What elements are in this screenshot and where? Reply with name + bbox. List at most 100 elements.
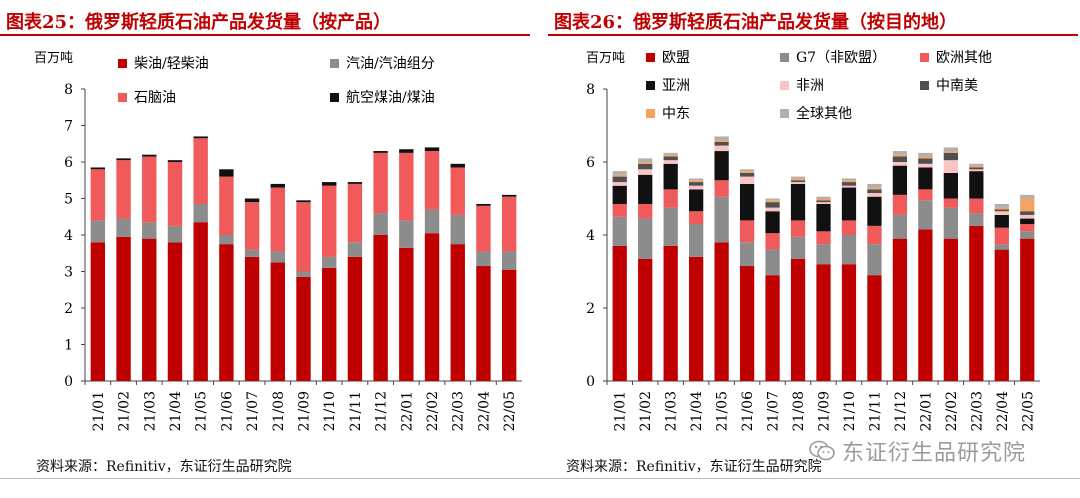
bar-segment: [296, 202, 311, 272]
bar-segment: [373, 151, 388, 153]
bar-segment: [816, 264, 831, 381]
bar-segment: [193, 136, 208, 139]
bar-segment: [816, 203, 831, 232]
bar-segment: [373, 235, 388, 381]
bar-segment: [638, 158, 653, 162]
bar-segment: [994, 227, 1009, 245]
legend-item: 石脑油: [118, 90, 176, 106]
bar-segment: [969, 171, 984, 199]
bar-segment: [689, 178, 704, 181]
x-tick-label: 22/05: [1020, 391, 1036, 431]
bar-segment: [765, 207, 780, 212]
y-tick-label: 1: [64, 338, 73, 354]
x-tick-label: 22/03: [451, 391, 467, 431]
x-tick-label: 21/07: [245, 391, 261, 431]
source-note: 资料来源：Refinitiv，东证衍生品研究院: [566, 459, 822, 475]
bar-segment: [689, 189, 704, 212]
bar-segment: [714, 242, 729, 381]
bar-segment: [612, 171, 627, 175]
bar-segment: [476, 266, 491, 381]
bar-segment: [270, 183, 285, 188]
legend-label: 航空煤油/煤油: [346, 90, 435, 106]
bar-segment: [663, 207, 678, 246]
bar-segment: [867, 275, 882, 381]
title-rule: [0, 34, 530, 36]
bar-segment: [714, 196, 729, 243]
bar-segment: [714, 145, 729, 152]
x-tick-label: 22/05: [502, 391, 518, 431]
legend-label: 石脑油: [134, 90, 176, 106]
bar-segment: [244, 249, 260, 257]
bar-segment: [739, 172, 755, 177]
bar-segment: [612, 182, 627, 186]
bar-segment: [638, 174, 653, 204]
x-tick-label: 21/02: [117, 391, 133, 431]
legend-label: 欧洲其他: [936, 50, 992, 66]
bar-segment: [399, 247, 414, 381]
legend-item: 全球其他: [780, 105, 852, 122]
x-tick-label: 21/05: [715, 391, 731, 431]
x-tick-label: 21/01: [91, 391, 107, 431]
title-rule: [548, 34, 1078, 36]
bar-segment: [1020, 224, 1035, 232]
bar-segment: [244, 198, 260, 203]
bar-segment: [347, 183, 363, 243]
x-tick-label: 21/04: [168, 391, 184, 431]
x-tick-label: 21/10: [322, 391, 338, 431]
bar-segment: [689, 256, 704, 381]
bar-segment: [943, 198, 958, 208]
bar-segment: [994, 207, 1009, 210]
bar-segment: [450, 244, 465, 381]
x-tick-label: 21/08: [791, 391, 807, 431]
bar-segment: [450, 214, 465, 245]
bar-segment: [969, 213, 984, 226]
bar-segment: [867, 196, 882, 226]
bar-segment: [193, 203, 208, 223]
bar-segment: [663, 163, 678, 190]
bar-segment: [638, 203, 653, 219]
legend-swatch: [330, 59, 339, 68]
bar-segment: [739, 242, 755, 267]
bar-segment: [663, 189, 678, 208]
x-tick-label: 21/11: [348, 391, 364, 431]
bar-segment: [142, 238, 157, 381]
bar-segment: [714, 140, 729, 142]
bar-segment: [892, 214, 908, 239]
bar-segment: [296, 200, 311, 203]
legend-label: 全球其他: [796, 105, 852, 122]
x-tick-label: 21/01: [613, 391, 629, 431]
bar-segment: [943, 151, 958, 153]
bar-segment: [501, 269, 517, 381]
watermark: 东证衍生品研究院: [808, 434, 1026, 468]
bar-segment: [739, 183, 755, 221]
bar-segment: [943, 160, 958, 173]
bar-segment: [790, 236, 806, 259]
bar-segment: [739, 266, 755, 381]
y-tick-label: 6: [586, 155, 595, 171]
bar-segment: [612, 203, 627, 217]
bar-segment: [765, 233, 780, 250]
x-tick-label: 21/04: [689, 391, 705, 431]
bar-segment: [969, 225, 984, 381]
x-tick-label: 21/12: [374, 391, 390, 431]
y-tick-label: 5: [64, 192, 73, 208]
y-tick-label: 3: [64, 265, 73, 281]
bar-segment: [969, 198, 984, 214]
y-tick-label: 0: [64, 374, 73, 390]
bar-segment: [790, 183, 806, 221]
bar-segment: [892, 238, 908, 381]
bar-segment: [765, 202, 780, 208]
bar-segment: [739, 171, 755, 173]
legend-swatch: [920, 81, 929, 90]
bar-segment: [638, 163, 653, 170]
legend-label: 欧盟: [662, 50, 690, 66]
bar-segment: [193, 222, 208, 381]
bar-segment: [943, 152, 958, 161]
bar-segment: [450, 163, 465, 168]
y-tick-label: 4: [586, 228, 595, 244]
x-tick-label: 22/02: [944, 391, 960, 431]
bar-segment: [994, 249, 1009, 381]
bar-segment: [714, 151, 729, 181]
legend-swatch: [118, 93, 127, 102]
bar-segment: [322, 185, 337, 257]
